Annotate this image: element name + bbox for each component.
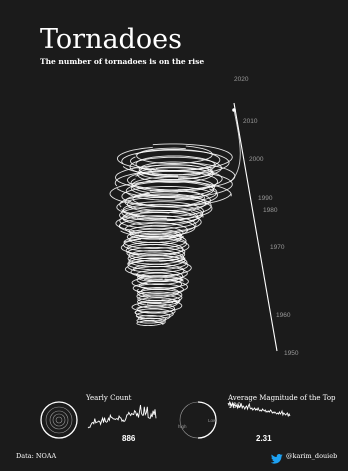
spiral-loop xyxy=(137,303,176,314)
spiral-loop xyxy=(124,259,192,277)
spiral-loop xyxy=(109,180,232,207)
count-dial-ring xyxy=(40,401,78,439)
data-source: Data: NOAA xyxy=(16,452,57,460)
twitter-handle[interactable]: @karim_douieb xyxy=(286,452,338,460)
axis-marker xyxy=(232,108,236,112)
tornado-spiral xyxy=(109,109,241,327)
axis-tick-label: 2010 xyxy=(243,118,258,125)
sparklines xyxy=(87,400,291,429)
magnitude-sparkline xyxy=(227,400,291,418)
spiral-loop xyxy=(115,162,236,191)
spiral-loop xyxy=(138,164,213,180)
yearly-count-value: 886 xyxy=(122,434,136,443)
spiral-loop xyxy=(136,320,164,327)
magnitude-high-label: high xyxy=(178,424,187,429)
axis-tick-label: 2020 xyxy=(234,76,249,83)
spiral-loop xyxy=(115,211,202,233)
spiral-loop xyxy=(125,244,186,260)
spiral-loop xyxy=(116,143,233,171)
magnitude-value: 2.31 xyxy=(256,434,272,443)
axis-tick-label: 1950 xyxy=(284,350,299,357)
axis-tick-label: 1990 xyxy=(258,195,273,202)
spiral-loop xyxy=(137,288,183,301)
spiral-loop xyxy=(126,246,186,262)
spiral-loop xyxy=(138,161,213,178)
spiral-loop xyxy=(134,308,174,320)
spiral-loop xyxy=(122,201,204,222)
spiral-loop xyxy=(128,249,184,262)
spiral-loop xyxy=(136,275,184,285)
spiral-loop xyxy=(137,297,180,307)
spiral-loop xyxy=(125,181,218,201)
page-subtitle: The number of tornadoes is on the rise xyxy=(40,57,205,66)
spiral-loop xyxy=(136,283,184,296)
spiral-loop xyxy=(132,279,188,294)
page-title: Tornadoes xyxy=(40,24,182,55)
spiral-loop xyxy=(130,148,221,171)
count-dial-ring xyxy=(49,410,69,430)
axis-line xyxy=(233,102,278,352)
spiral-loop xyxy=(138,278,182,290)
spiral-loop xyxy=(123,233,187,249)
spiral-loop xyxy=(119,206,204,225)
spiral-loop xyxy=(126,230,184,243)
spiral-loop xyxy=(121,186,218,207)
magnitude-label: Average Magnitude of the Top 100 xyxy=(228,394,336,410)
axis-tick-label: 2000 xyxy=(249,156,264,163)
spiral-loop xyxy=(137,315,167,324)
count-dial-ring xyxy=(52,413,66,427)
magnitude-dial-arc-faint xyxy=(179,401,199,439)
legend-dials: high Low xyxy=(40,401,217,439)
count-dial-ring xyxy=(45,406,73,434)
axis-tick-label: 1980 xyxy=(263,207,278,214)
magnitude-dial-arc xyxy=(197,401,217,439)
spiral-tail xyxy=(229,109,241,183)
spiral-loop xyxy=(120,237,190,255)
spiral-loop xyxy=(135,269,184,283)
spiral-loop xyxy=(130,266,188,281)
axis-tick-label: 1960 xyxy=(276,312,291,319)
twitter-icon[interactable] xyxy=(270,451,283,464)
spiral-loop xyxy=(136,291,183,304)
spiral-loop xyxy=(137,166,214,183)
spiral-loop xyxy=(135,155,216,176)
year-axis: 2020 2010 2000 1990 1980 1970 1960 1950 xyxy=(232,76,299,357)
spiral-loop xyxy=(134,305,176,317)
spiral-loop xyxy=(124,189,211,211)
spiral-loop xyxy=(128,234,182,246)
magnitude-low-label: Low xyxy=(208,418,217,423)
spiral-loop xyxy=(136,145,213,164)
spiral-loop xyxy=(119,215,197,235)
spiral-loop xyxy=(125,222,189,239)
axis-tick-label: 1970 xyxy=(270,244,285,251)
spiral-loop xyxy=(121,203,204,222)
yearly-count-sparkline xyxy=(87,404,157,429)
yearly-count-label: Yearly Count xyxy=(86,394,132,402)
count-dial-ring xyxy=(55,416,63,424)
spiral-loop xyxy=(127,193,207,213)
spiral-loop xyxy=(130,170,219,193)
